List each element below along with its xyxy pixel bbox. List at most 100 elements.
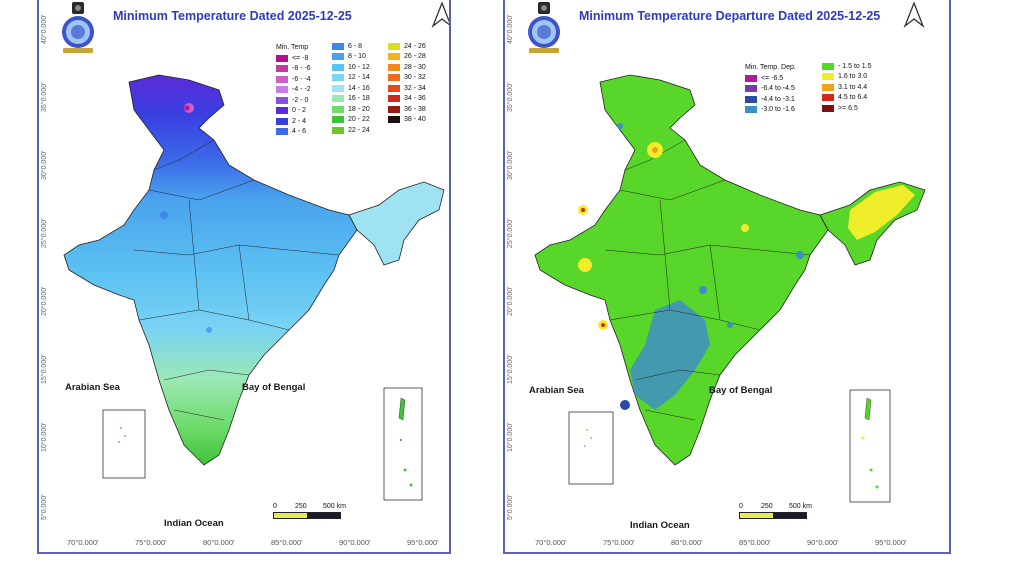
legend-label: 16 - 18 xyxy=(348,95,370,103)
north-arrow-icon xyxy=(903,2,925,28)
map-title: Minimum Temperature Departure Dated 2025… xyxy=(579,9,881,23)
latitude-label: 10°0.000' xyxy=(41,422,48,452)
scale-label-500: 500 km xyxy=(789,503,812,510)
sea-label-bengal: Bay of Bengal xyxy=(242,382,306,393)
legend-swatch xyxy=(332,74,344,82)
legend-swatch xyxy=(332,53,344,61)
latitude-label: 35°0.000' xyxy=(41,82,48,112)
min-temp-departure-legend: Min. Temp. Dep. <= -6.5 -6.4 to -4.5 -4.4 … xyxy=(745,62,915,143)
legend-item: 38 - 40 xyxy=(388,115,426,126)
legend-swatch xyxy=(388,95,400,103)
sea-label-bengal: Bay of Bengal xyxy=(709,385,773,396)
latitude-label: 10°0.000' xyxy=(507,422,514,452)
legend-item: 12 - 14 xyxy=(332,73,370,84)
legend-item: 0 - 2 xyxy=(276,106,311,117)
legend-label: 8 - 10 xyxy=(348,53,366,61)
imd-emblem-icon xyxy=(528,2,560,53)
legend-label: <= -8 xyxy=(292,54,309,62)
legend-label: -8 - -6 xyxy=(292,65,311,73)
scale-label-250: 250 xyxy=(761,503,773,510)
india-landmass xyxy=(63,74,358,466)
legend-label: -6.4 to -4.5 xyxy=(761,85,795,93)
legend-label: 4.5 to 6.4 xyxy=(838,94,868,102)
india-map xyxy=(63,74,445,501)
legend-label: -3.0 to -1.6 xyxy=(761,106,795,114)
longitude-label: 80°0.000' xyxy=(203,538,235,547)
legend-item: 4.5 to 6.4 xyxy=(822,93,871,104)
legend-swatch xyxy=(388,105,400,113)
legend-swatch xyxy=(276,65,288,73)
legend-swatch xyxy=(276,86,288,94)
sea-label-arabian: Arabian Sea xyxy=(529,385,584,396)
legend-swatch xyxy=(822,83,834,91)
legend-swatch xyxy=(332,63,344,71)
legend-item: -2 - 0 xyxy=(276,95,311,106)
legend-swatch xyxy=(388,63,400,71)
latitude-label: 5°0.000' xyxy=(507,494,514,520)
legend-item: 20 - 22 xyxy=(332,115,370,126)
legend-item: 32 - 34 xyxy=(388,83,426,94)
legend-swatch xyxy=(332,84,344,92)
scale-label-500: 500 km xyxy=(323,503,346,510)
latitude-label: 15°0.000' xyxy=(507,354,514,384)
north-arrow-icon xyxy=(431,2,449,28)
legend-item: -4.4 to -3.1 xyxy=(745,94,795,105)
legend-item: 26 - 28 xyxy=(388,52,426,63)
legend-swatch xyxy=(822,62,834,70)
legend-title: Min. Temp xyxy=(276,44,309,51)
latitude-label: 20°0.000' xyxy=(507,286,514,316)
legend-label: 36 - 38 xyxy=(404,105,426,113)
legend-label: -6 - -4 xyxy=(292,75,311,83)
longitude-label: 90°0.000' xyxy=(339,538,371,547)
latitude-label: 15°0.000' xyxy=(41,354,48,384)
legend-swatch xyxy=(745,106,757,114)
sea-label-indian: Indian Ocean xyxy=(630,520,690,531)
legend-label: 0 - 2 xyxy=(292,107,307,115)
legend-label: 34 - 36 xyxy=(404,95,426,103)
legend-item: 3.1 to 4.4 xyxy=(822,82,871,93)
legend-swatch xyxy=(276,107,288,115)
legend-label: 14 - 16 xyxy=(348,84,370,92)
min-temp-departure-map-panel: Minimum Temperature Departure Dated 2025… xyxy=(503,0,951,554)
latitude-label: 40°0.000' xyxy=(507,14,514,44)
scale-label-0: 0 xyxy=(273,503,277,510)
legend-label: -4.4 to -3.1 xyxy=(761,95,795,103)
legend-swatch xyxy=(276,128,288,136)
legend-label: >= 6.5 xyxy=(838,104,858,112)
legend-swatch xyxy=(388,84,400,92)
sea-label-indian: Indian Ocean xyxy=(164,518,224,529)
min-temp-legend: Min. Temp <= -8 -8 - -6 -6 - -4 -4 - -2 -2 -… xyxy=(276,42,446,153)
legend-swatch xyxy=(388,42,400,50)
legend-label: <= -6.5 xyxy=(761,74,784,82)
legend-item: 34 - 36 xyxy=(388,94,426,105)
latitude-label: 35°0.000' xyxy=(507,82,514,112)
scale-label-250: 250 xyxy=(295,503,307,510)
map-title: Minimum Temperature Dated 2025-12-25 xyxy=(113,9,352,23)
legend-swatch xyxy=(745,95,757,103)
legend-label: 4 - 6 xyxy=(292,128,307,136)
legend-swatch xyxy=(388,116,400,124)
latitude-label: 30°0.000' xyxy=(507,150,514,180)
legend-item: -3.0 to -1.6 xyxy=(745,105,795,116)
legend-item: -6.4 to -4.5 xyxy=(745,84,795,95)
latitude-label: 30°0.000' xyxy=(41,150,48,180)
legend-item: 30 - 32 xyxy=(388,73,426,84)
legend-label: 3.1 to 4.4 xyxy=(838,83,868,91)
latitude-label: 20°0.000' xyxy=(41,286,48,316)
legend-item: 16 - 18 xyxy=(332,94,370,105)
legend-item: <= -8 xyxy=(276,53,311,64)
india-map xyxy=(534,74,926,503)
longitude-label: 80°0.000' xyxy=(671,538,703,547)
legend-swatch xyxy=(745,85,757,93)
legend-item: 2 - 4 xyxy=(276,116,311,127)
legend-swatch xyxy=(822,104,834,112)
northeast-india xyxy=(348,181,445,266)
legend-label: 6 - 8 xyxy=(348,42,363,50)
legend-label: 10 - 12 xyxy=(348,63,370,71)
legend-swatch xyxy=(332,116,344,124)
legend-label: 1.6 to 3.0 xyxy=(838,73,868,81)
legend-label: 26 - 28 xyxy=(404,53,426,61)
legend-swatch xyxy=(332,105,344,113)
legend-swatch xyxy=(822,73,834,81)
sea-label-arabian: Arabian Sea xyxy=(65,382,120,393)
